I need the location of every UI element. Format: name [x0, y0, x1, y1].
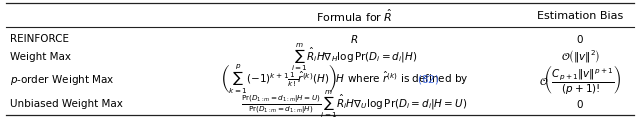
- Text: $p$-order Weight Max: $p$-order Weight Max: [10, 73, 114, 87]
- Text: $\mathcal{O}\left(\|v\|^2\right)$: $\mathcal{O}\left(\|v\|^2\right)$: [561, 49, 600, 65]
- Text: $\frac{\Pr(D_{1:m}=d_{1:m}|H=U)}{\Pr(D_{1:m}=d_{1:m}|H)} \sum_{i=1}^{m} \hat{R}_: $\frac{\Pr(D_{1:m}=d_{1:m}|H=U)}{\Pr(D_{…: [241, 89, 468, 117]
- Text: Estimation Bias: Estimation Bias: [537, 11, 623, 20]
- Text: $\mathcal{O}\!\left(\dfrac{C_{p+1}\|v\|^{p+1}}{(p+1)!}\right)$: $\mathcal{O}\!\left(\dfrac{C_{p+1}\|v\|^…: [539, 63, 621, 96]
- Text: $\sum_{i=1}^{m} \hat{R}_i H \nabla_H \log \Pr(D_i = d_i | H)$: $\sum_{i=1}^{m} \hat{R}_i H \nabla_H \lo…: [291, 41, 418, 73]
- Text: $(82)$: $(82)$: [417, 73, 440, 86]
- Text: Formula for $\hat{R}$: Formula for $\hat{R}$: [316, 7, 393, 24]
- Text: REINFORCE: REINFORCE: [10, 34, 68, 44]
- Text: Weight Max: Weight Max: [10, 52, 70, 62]
- Text: $R$: $R$: [350, 33, 358, 45]
- Text: $0$: $0$: [577, 33, 584, 45]
- Text: $\left(\sum_{k=1}^{p} (-1)^{k+1} \frac{1}{k!} \hat{r}^{(k)}(H)\right) H$ where $: $\left(\sum_{k=1}^{p} (-1)^{k+1} \frac{1…: [221, 63, 469, 96]
- Text: $0$: $0$: [577, 98, 584, 110]
- Text: Unbiased Weight Max: Unbiased Weight Max: [10, 99, 122, 109]
